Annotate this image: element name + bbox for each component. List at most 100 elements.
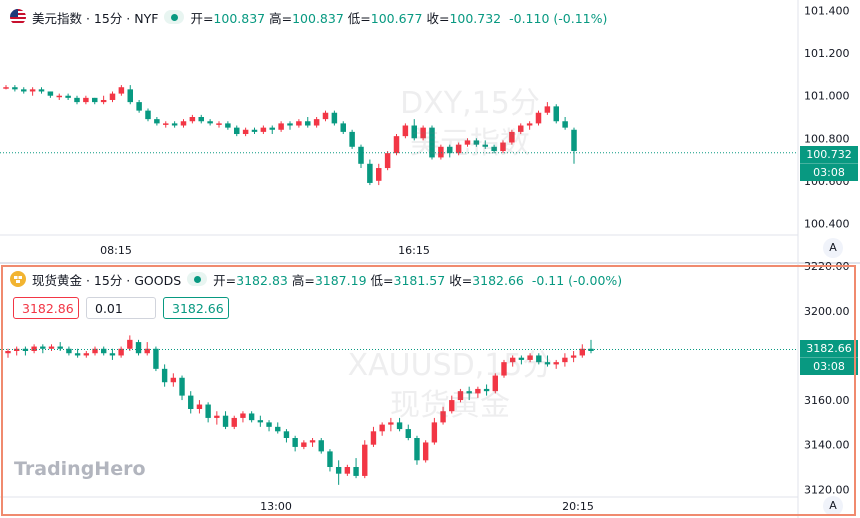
market-open-icon	[187, 272, 208, 286]
candle-body	[40, 346, 46, 349]
candle-body	[5, 351, 11, 354]
price-tick-label: 101.000	[804, 90, 850, 103]
candle-body	[422, 442, 429, 461]
candle-body	[562, 121, 568, 128]
time-tick-label: 20:15	[562, 500, 594, 513]
candle-body	[544, 362, 551, 365]
candle-body	[225, 123, 231, 128]
buy-button[interactable]: 3182.66	[163, 297, 229, 319]
candle-body	[562, 357, 568, 363]
candle-body	[464, 140, 471, 145]
price-tick-label: 3200.00	[804, 305, 850, 318]
candle-body	[535, 112, 542, 124]
dxy-auto-scale-button[interactable]: A	[823, 238, 843, 258]
candle-body	[411, 125, 418, 139]
candle-body	[233, 127, 240, 135]
time-tick-label: 08:15	[100, 244, 132, 257]
high-value: 100.837	[292, 10, 344, 26]
high-label: 高=	[291, 272, 315, 288]
candle-body	[135, 342, 142, 354]
candle-body	[544, 106, 551, 113]
candle-body	[483, 388, 490, 392]
gold-current-price: 3182.66	[806, 342, 852, 355]
gold-chart-pane[interactable]: 3220.003200.003180.003160.003140.003120.…	[0, 260, 860, 518]
candle-body	[29, 89, 36, 92]
candle-body	[571, 129, 577, 152]
candle-body	[196, 404, 203, 409]
candle-body	[189, 117, 196, 122]
price-tick-label: 3220.00	[804, 260, 850, 273]
candle-body	[91, 97, 98, 103]
candle-body	[402, 125, 409, 137]
price-tick-label: 3120.00	[804, 483, 850, 496]
candle-body	[509, 131, 515, 143]
candle-body	[536, 355, 542, 363]
sell-button[interactable]: 3182.86	[13, 297, 79, 319]
candle-body	[446, 146, 453, 154]
candle-body	[353, 467, 359, 476]
candle-body	[429, 127, 435, 158]
dxy-chart-canvas[interactable]: 101.400101.200101.000100.800100.600100.4…	[0, 0, 860, 262]
candle-body	[22, 348, 29, 351]
candle-body	[205, 404, 211, 418]
candle-body	[74, 353, 81, 356]
candle-body	[553, 362, 559, 365]
candle-body	[304, 121, 311, 126]
candle-body	[118, 87, 125, 94]
candle-body	[20, 89, 27, 92]
gold-current-price-tag: 3182.66 03:08	[800, 340, 858, 375]
candle-body	[388, 422, 394, 425]
high-label: 高=	[269, 10, 293, 26]
candle-body	[517, 125, 524, 132]
open-label: 开=	[213, 272, 237, 288]
candle-body	[473, 140, 480, 145]
time-tick-label: 16:15	[398, 244, 430, 257]
pane-separator[interactable]	[0, 262, 860, 264]
candle-body	[440, 411, 446, 423]
candle-body	[322, 112, 329, 120]
candle-body	[101, 348, 107, 354]
spread-field[interactable]: 0.01	[86, 297, 156, 319]
gold-change: -0.11 (-0.00%)	[531, 272, 623, 288]
candle-body	[335, 467, 342, 474]
candle-body	[214, 415, 220, 418]
candle-body	[414, 438, 420, 461]
us-flag-icon	[10, 9, 26, 25]
candle-body	[482, 144, 489, 147]
candle-body	[231, 417, 237, 427]
candle-body	[66, 348, 72, 354]
candle-body	[393, 136, 400, 154]
candle-body	[153, 348, 159, 369]
candle-body	[331, 112, 338, 124]
candle-body	[509, 357, 516, 363]
dxy-change: -0.110 (-0.11%)	[509, 10, 608, 26]
price-tick-label: 101.400	[804, 5, 850, 18]
candle-body	[38, 89, 45, 92]
candle-body	[207, 121, 213, 124]
candle-body	[188, 395, 194, 409]
candle-body	[309, 440, 316, 443]
candle-body	[83, 97, 89, 103]
tradinghero-logo: TradingHero	[14, 458, 146, 480]
gold-symbol-title[interactable]: 现货黄金 · 15分 · GOODS	[32, 272, 182, 288]
candle-body	[492, 375, 498, 392]
candle-body	[83, 353, 90, 356]
candle-body	[240, 413, 246, 418]
open-value: 3182.83	[236, 272, 288, 288]
candle-body	[283, 431, 290, 438]
candle-body	[216, 123, 222, 125]
dxy-symbol-title[interactable]: 美元指数 · 15分 · NYF	[32, 10, 159, 26]
candle-body	[100, 99, 107, 103]
candle-body	[501, 362, 507, 376]
candle-body	[31, 346, 37, 351]
low-value: 100.677	[370, 10, 423, 26]
candle-body	[65, 95, 71, 98]
price-tick-label: 100.800	[804, 132, 850, 145]
candle-body	[92, 348, 98, 354]
time-tick-label: 13:00	[260, 500, 292, 513]
open-value: 100.837	[213, 10, 266, 26]
low-label: 低=	[347, 10, 371, 26]
dxy-chart-pane[interactable]: 101.400 101.200 101.000 100.800 100.600 100.4…	[0, 0, 860, 262]
gold-auto-scale-button[interactable]: A	[823, 496, 843, 516]
candle-body	[127, 89, 134, 103]
